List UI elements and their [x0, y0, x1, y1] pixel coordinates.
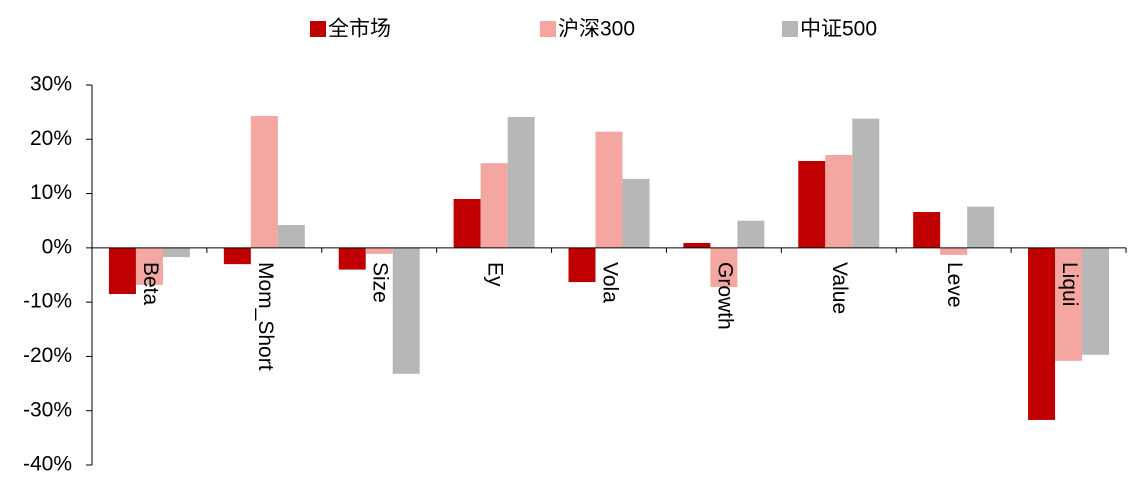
legend-label: 沪深300 — [558, 18, 635, 41]
bar — [568, 247, 596, 283]
bar — [338, 247, 366, 270]
x-tick-label: Ey — [484, 262, 507, 287]
bar — [940, 247, 968, 255]
bar — [162, 247, 190, 258]
y-tick-label: 20% — [30, 127, 72, 150]
bar — [1082, 247, 1110, 355]
bar — [108, 247, 136, 294]
bar — [683, 242, 711, 248]
legend-swatch — [310, 21, 326, 37]
x-tick-label: Value — [828, 262, 851, 314]
bar — [852, 118, 880, 248]
bar — [135, 247, 163, 285]
legend-label: 中证500 — [800, 18, 877, 41]
bar — [737, 220, 765, 248]
bar — [825, 155, 853, 248]
y-tick-label: -10% — [23, 290, 72, 313]
x-tick-label: Liqui — [1058, 262, 1081, 306]
legend-label: 全市场 — [328, 18, 391, 41]
x-tick-label: Mom_Short — [254, 262, 277, 371]
y-tick-label: 10% — [30, 181, 72, 204]
bar — [507, 117, 535, 248]
y-tick-label: 0% — [42, 235, 72, 258]
bar — [453, 199, 481, 248]
bar — [277, 225, 305, 248]
y-tick-label: 30% — [30, 73, 72, 96]
bar — [595, 131, 623, 248]
y-tick-label: -20% — [23, 344, 72, 367]
bar — [622, 178, 650, 248]
y-tick-label: -40% — [23, 453, 72, 476]
y-tick-label: -30% — [23, 398, 72, 421]
x-tick-label: Growth — [713, 262, 736, 330]
x-tick-label: Size — [369, 262, 392, 303]
bar — [967, 206, 995, 248]
bar — [798, 161, 826, 248]
bar — [392, 247, 420, 374]
bar — [710, 247, 738, 287]
x-tick-label: Vola — [598, 262, 621, 303]
x-tick-label: Leve — [943, 262, 966, 308]
bar — [480, 163, 508, 248]
bar — [1055, 247, 1083, 361]
legend-swatch — [540, 21, 556, 37]
x-tick-label: Beta — [139, 262, 162, 306]
bar — [365, 247, 393, 254]
bar — [223, 247, 251, 265]
legend-swatch — [782, 21, 798, 37]
bar — [1028, 247, 1056, 420]
bar — [250, 115, 278, 248]
bar — [913, 212, 941, 248]
